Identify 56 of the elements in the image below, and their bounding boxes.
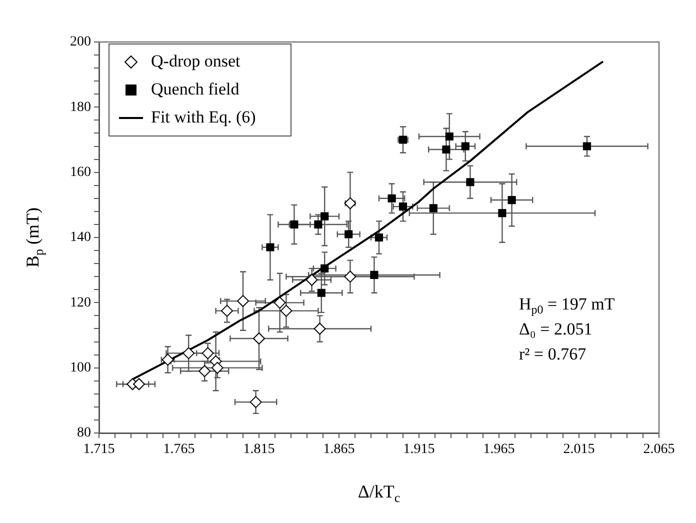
y-tick-label: 180 <box>70 100 91 115</box>
point <box>344 270 356 283</box>
point <box>344 197 356 210</box>
point <box>202 347 214 360</box>
point <box>162 354 174 366</box>
legend-label: Quench field <box>151 79 240 98</box>
point <box>374 233 384 242</box>
x-tick-label: 1.715 <box>83 442 115 458</box>
x-tick-label: 1.965 <box>483 442 515 458</box>
point <box>253 332 265 345</box>
point <box>442 145 450 154</box>
point <box>314 220 322 228</box>
point <box>250 396 262 408</box>
y-tick-label: 140 <box>70 230 91 246</box>
legend-label: Q-drop onset <box>151 51 241 70</box>
point <box>445 132 454 141</box>
y-tick-label: 200 <box>70 34 91 50</box>
x-tick-label: 1.765 <box>163 442 195 458</box>
x-tick-label: 2.015 <box>563 442 595 458</box>
point <box>306 274 318 286</box>
y-tick-label: 80 <box>77 426 91 441</box>
point <box>280 304 292 317</box>
y-tick-label: 160 <box>70 165 91 180</box>
point <box>344 230 353 238</box>
annotation: r² = 0.767 <box>519 344 587 364</box>
y-tick-label: 100 <box>70 360 91 376</box>
point <box>388 194 396 202</box>
point <box>221 304 233 317</box>
point <box>370 270 378 280</box>
point <box>182 347 195 360</box>
point <box>508 196 516 204</box>
y-axis-title: Bp (mT) <box>22 208 46 268</box>
x-tick-label: 1.815 <box>243 442 275 458</box>
point <box>398 202 408 211</box>
annotation: Δ₀ = 2.051 <box>519 319 592 338</box>
point <box>211 362 224 374</box>
point <box>133 378 145 390</box>
point <box>266 243 274 252</box>
y-tick-label: 120 <box>70 295 91 310</box>
point <box>290 220 298 228</box>
point <box>498 209 506 218</box>
point <box>320 212 329 220</box>
point <box>461 142 470 150</box>
point <box>314 322 326 335</box>
point <box>237 295 249 308</box>
legend-label: Fit with Eq. (6) <box>151 107 256 126</box>
point <box>466 178 474 186</box>
point <box>582 142 592 150</box>
point <box>429 204 438 212</box>
x-tick-label: 1.865 <box>323 442 355 458</box>
x-tick-label: 1.915 <box>403 442 435 458</box>
x-tick-label: 2.065 <box>643 442 675 458</box>
point <box>274 296 286 309</box>
point <box>317 288 326 297</box>
point <box>320 264 329 272</box>
point <box>198 365 211 378</box>
